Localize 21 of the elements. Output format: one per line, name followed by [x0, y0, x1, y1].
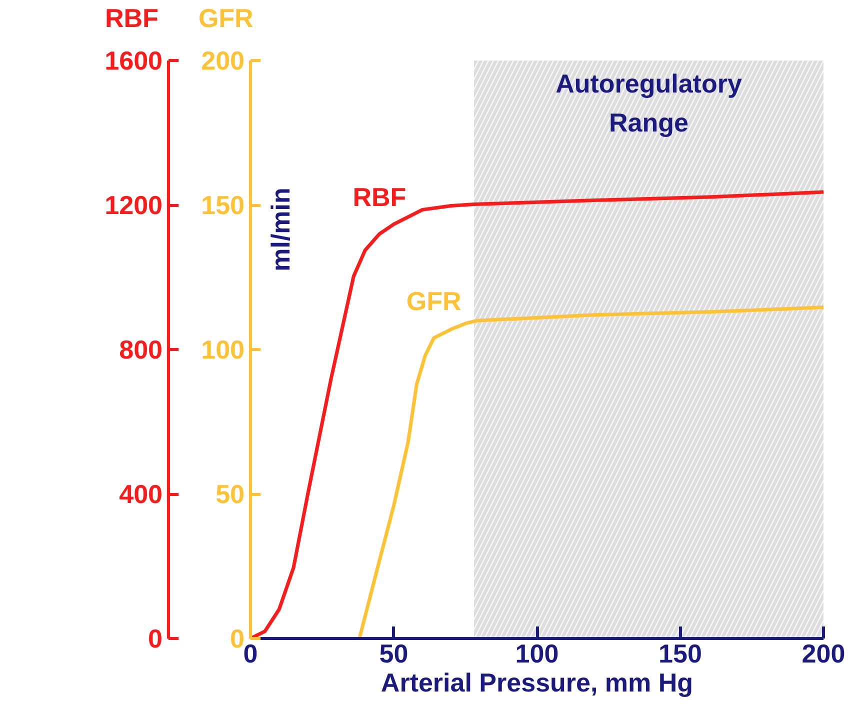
series-label: RBF	[352, 182, 406, 212]
line-series	[250, 190, 824, 638]
x-tick-label: 200	[802, 638, 846, 668]
x-tick-label: 100	[515, 638, 559, 668]
y2-tick-label: 200	[201, 46, 245, 76]
x-axis-title: Arterial Pressure, mm Hg	[380, 668, 694, 698]
y-axis-title: RBF	[105, 2, 158, 35]
series-label: GFR	[406, 286, 462, 316]
y-tick-label: 800	[119, 334, 163, 364]
y-tick-label: 1600	[104, 46, 163, 76]
y2-axis-title: GFR	[198, 2, 254, 35]
y-tick-label: 400	[119, 479, 163, 509]
x-tick-label: 50	[379, 638, 408, 668]
y2-tick-label: 100	[201, 334, 245, 364]
band-label: Autoregulatory Range	[556, 68, 742, 138]
y2-tick-label: 50	[216, 479, 244, 509]
x-tick-label: 150	[658, 638, 702, 668]
y2-tick-label: 150	[201, 190, 245, 220]
y-tick-label: 1200	[104, 190, 163, 220]
annotation: ml/min	[266, 188, 296, 272]
x-tick-label: 0	[243, 638, 258, 668]
